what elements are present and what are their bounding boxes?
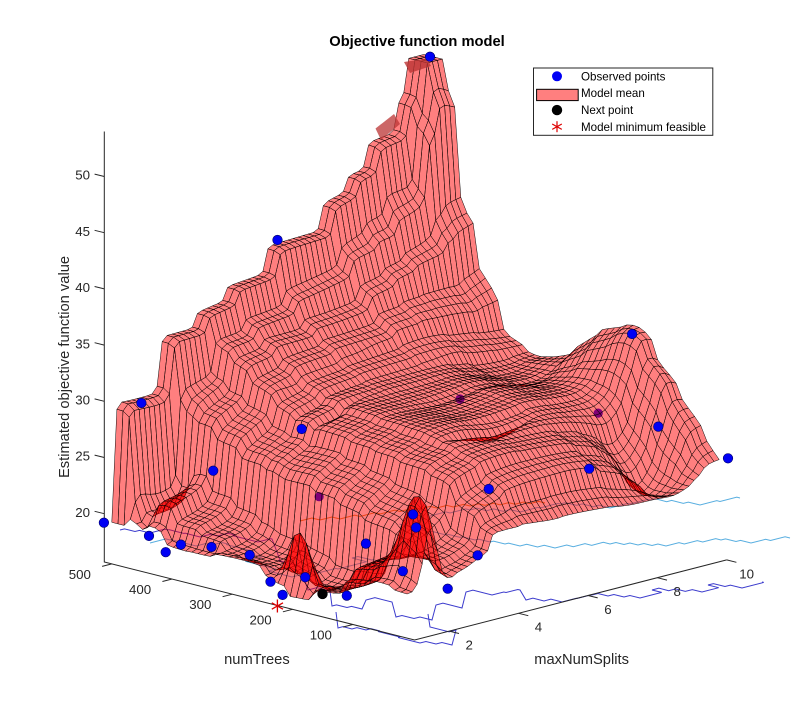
svg-text:35: 35 [75, 336, 90, 351]
svg-text:2: 2 [465, 637, 472, 652]
svg-text:maxNumSplits: maxNumSplits [534, 652, 629, 668]
svg-text:numTrees: numTrees [224, 652, 290, 668]
svg-text:6: 6 [604, 602, 611, 617]
svg-text:50: 50 [75, 168, 90, 183]
svg-text:Next point: Next point [581, 104, 634, 117]
svg-text:Objective function model: Objective function model [329, 34, 504, 50]
svg-text:Estimated objective function v: Estimated objective function value [57, 256, 73, 478]
svg-text:500: 500 [69, 567, 91, 582]
svg-text:400: 400 [129, 582, 151, 597]
svg-text:200: 200 [250, 612, 272, 627]
svg-text:25: 25 [75, 449, 90, 464]
svg-text:40: 40 [75, 280, 90, 295]
svg-text:Model mean: Model mean [581, 87, 645, 100]
svg-text:300: 300 [189, 597, 211, 612]
svg-text:45: 45 [75, 224, 90, 239]
svg-text:10: 10 [739, 566, 754, 581]
svg-text:4: 4 [535, 620, 542, 635]
svg-text:Observed points: Observed points [581, 70, 666, 83]
svg-text:100: 100 [310, 627, 332, 642]
svg-text:Model minimum feasible: Model minimum feasible [581, 121, 706, 134]
svg-text:30: 30 [75, 392, 90, 407]
svg-text:20: 20 [75, 505, 90, 520]
svg-text:8: 8 [673, 584, 680, 599]
